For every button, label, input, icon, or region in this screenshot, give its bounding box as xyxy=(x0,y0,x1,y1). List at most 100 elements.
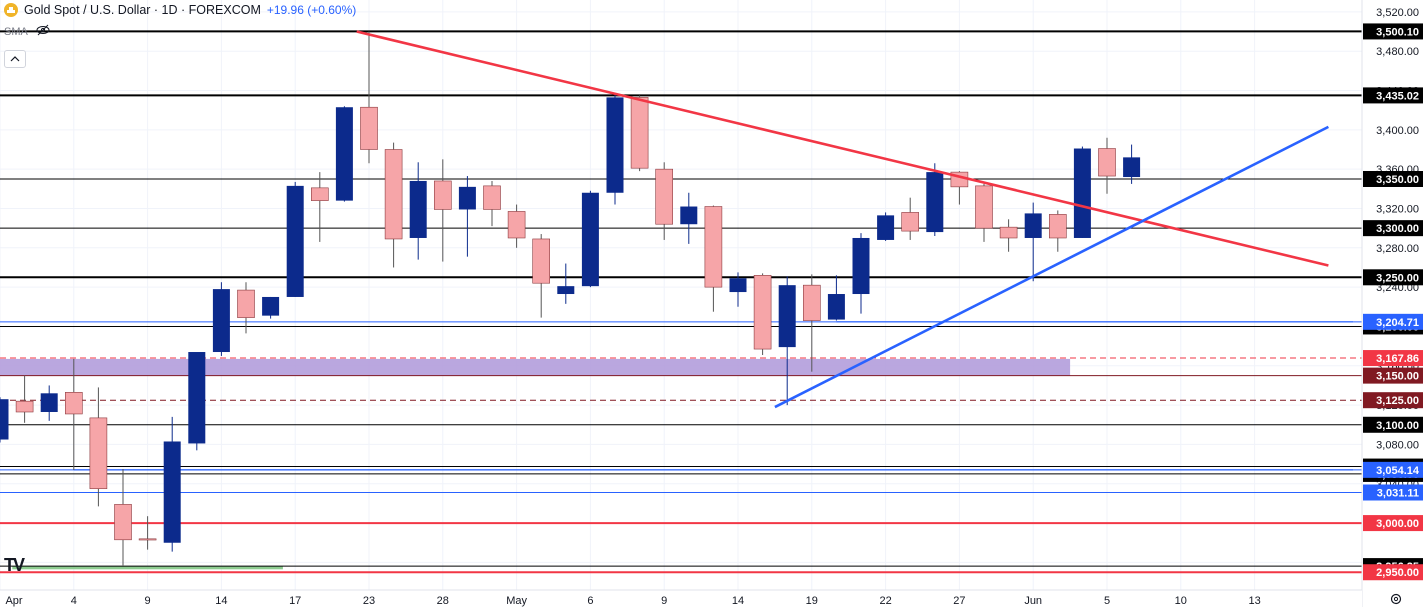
candle xyxy=(704,205,723,312)
level-price-tag: 3,100.00 xyxy=(1363,416,1423,433)
candle-body-bear xyxy=(753,275,772,350)
candle xyxy=(802,274,821,372)
level-price-tag: 2,950.00 xyxy=(1363,564,1423,581)
level-price-tag-bg xyxy=(1363,220,1423,237)
chart-settings-button[interactable] xyxy=(1389,592,1403,606)
candle-body-bear xyxy=(384,149,403,240)
candle xyxy=(680,192,698,244)
candle-body-bear xyxy=(15,400,34,413)
level-price-tag: 3,250.00 xyxy=(1363,269,1423,286)
level-price-tag-bg xyxy=(1363,416,1423,433)
candle xyxy=(409,162,427,260)
candle xyxy=(975,183,993,242)
candle xyxy=(655,162,674,240)
level-price-tag: 3,125.00 xyxy=(1363,392,1423,409)
candle-body-bear xyxy=(507,211,526,239)
candle-body-bull xyxy=(827,294,845,320)
candle-body-bull xyxy=(458,186,476,210)
candle xyxy=(15,375,34,423)
level-price-tag: 3,000.00 xyxy=(1363,515,1423,532)
candle-body-bear xyxy=(630,97,649,169)
candle-body-bear xyxy=(89,417,108,489)
chart-header: Gold Spot / U.S. Dollar · 1D · FOREXCOM … xyxy=(4,1,356,19)
candle xyxy=(188,352,206,451)
candle xyxy=(433,159,452,262)
level-price-tag: 3,150.00 xyxy=(1363,367,1423,384)
candle xyxy=(483,180,501,227)
candle xyxy=(458,176,476,257)
level-price-tag: 3,500.10 xyxy=(1363,23,1423,40)
level-price-tag-bg xyxy=(1363,170,1423,187)
candle xyxy=(286,181,304,297)
level-price-tag-bg xyxy=(1363,87,1423,104)
time-tick-label: 14 xyxy=(732,595,744,607)
level-price-tag-bg xyxy=(1363,350,1423,367)
candle-body-bear xyxy=(802,284,821,321)
candle xyxy=(532,234,551,318)
level-price-tag-bg xyxy=(1363,392,1423,409)
time-tick-label: 13 xyxy=(1248,595,1260,607)
candle xyxy=(138,516,157,550)
time-tick-label: 17 xyxy=(289,595,301,607)
level-price-tag-text: 3,300.00 xyxy=(1376,223,1419,235)
candle xyxy=(384,142,403,268)
candle-body-bear xyxy=(901,212,920,232)
time-tick-label: 28 xyxy=(437,595,449,607)
candle xyxy=(65,358,83,470)
level-price-tag-text: 3,125.00 xyxy=(1376,395,1419,407)
time-tick-label: May xyxy=(506,595,527,607)
level-price-tag: 3,031.11 xyxy=(1363,484,1423,501)
time-tick-label: 4 xyxy=(71,595,77,607)
time-tick-label: 6 xyxy=(587,595,593,607)
trendline xyxy=(356,30,1329,267)
candle-body-bear xyxy=(310,187,329,201)
candle-body-bull xyxy=(0,399,9,440)
price-tick-label: 3,320.00 xyxy=(1376,203,1419,215)
candle-body-bear xyxy=(532,238,551,284)
level-price-tag-text: 3,204.71 xyxy=(1376,317,1419,329)
time-tick-label: 9 xyxy=(145,595,151,607)
candle xyxy=(360,31,378,164)
candle-body-bull xyxy=(1024,213,1042,238)
candle-body-bear xyxy=(433,180,452,210)
candle-body-bull xyxy=(286,185,304,297)
candle xyxy=(926,163,944,237)
level-price-tag-bg xyxy=(1363,269,1423,286)
collapse-legend-button[interactable] xyxy=(4,50,26,68)
candle-body-bear xyxy=(114,504,132,541)
time-tick-label: 9 xyxy=(661,595,667,607)
candle-body-bear xyxy=(360,106,378,150)
symbol-title[interactable]: Gold Spot / U.S. Dollar · 1D · FOREXCOM xyxy=(24,3,261,17)
candle xyxy=(163,416,181,552)
candle-body-bear xyxy=(237,289,255,318)
candle xyxy=(1123,144,1141,184)
candle xyxy=(630,95,649,172)
candle xyxy=(999,219,1018,252)
sma-indicator-label[interactable]: SMA xyxy=(4,25,28,38)
candle xyxy=(335,106,353,202)
candle xyxy=(89,387,108,507)
candle-body-bull xyxy=(926,172,944,233)
level-price-tag-text: 3,167.86 xyxy=(1376,353,1419,365)
candle xyxy=(1073,146,1091,238)
level-price-tag-bg xyxy=(1363,313,1423,330)
level-price-tag-text: 3,435.02 xyxy=(1376,90,1419,102)
candle xyxy=(212,282,230,356)
time-tick-label: 19 xyxy=(806,595,818,607)
level-price-tag-text: 3,500.10 xyxy=(1376,26,1419,38)
candle-body-bear xyxy=(483,185,501,210)
candle-body-bear xyxy=(138,538,157,541)
level-price-tag-text: 3,031.11 xyxy=(1377,487,1419,499)
trendline xyxy=(774,125,1329,409)
level-price-tag: 3,435.02 xyxy=(1363,87,1423,104)
price-tick-label: 3,520.00 xyxy=(1376,7,1419,19)
candle xyxy=(877,212,895,241)
eye-hidden-icon[interactable] xyxy=(36,24,50,39)
level-price-tag-text: 3,350.00 xyxy=(1376,174,1419,186)
candle-body-bull xyxy=(40,393,58,412)
tradingview-logo[interactable]: TV xyxy=(4,555,25,575)
candle-body-bull xyxy=(262,296,280,316)
level-price-tag-text: 3,250.00 xyxy=(1376,272,1419,284)
gear-icon xyxy=(1390,593,1402,605)
